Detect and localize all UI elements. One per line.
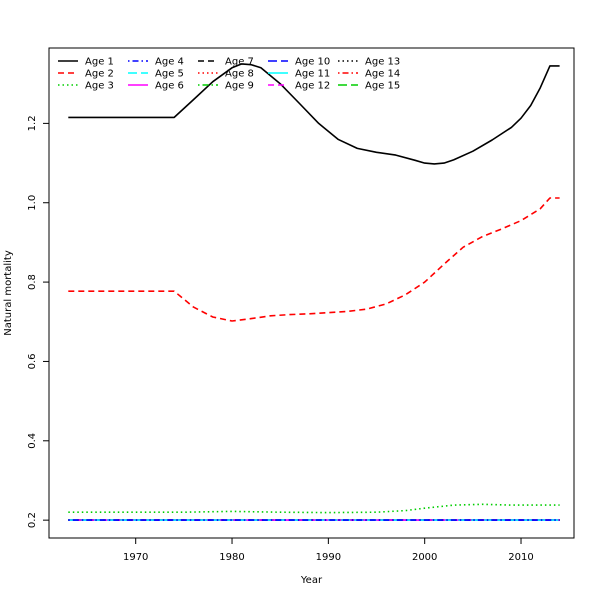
x-tick-label: 1980 <box>219 552 244 563</box>
legend-label-age-12: Age 12 <box>295 81 330 92</box>
legend-label-age-13: Age 13 <box>365 57 400 68</box>
x-tick-label: 1990 <box>316 552 341 563</box>
series-line-age-3 <box>68 503 560 514</box>
y-axis-title: Natural mortality <box>3 250 14 336</box>
legend-label-age-9: Age 9 <box>225 81 254 92</box>
y-tick-label: 0.6 <box>27 353 38 369</box>
series-line-age-1 <box>68 63 560 165</box>
legend-label-age-2: Age 2 <box>85 69 114 80</box>
plot-frame <box>48 47 575 539</box>
y-tick-label: 0.4 <box>27 433 38 449</box>
y-tick-label: 0.8 <box>27 274 38 290</box>
legend-label-age-10: Age 10 <box>295 57 330 68</box>
legend-label-age-4: Age 4 <box>155 57 184 68</box>
series-layer <box>68 63 560 521</box>
y-tick-label: 1.0 <box>27 195 38 211</box>
legend-label-age-1: Age 1 <box>85 57 114 68</box>
legend-label-age-6: Age 6 <box>155 81 184 92</box>
legend-label-age-7: Age 7 <box>225 57 254 68</box>
series-line-age-2 <box>68 197 560 322</box>
legend-label-age-14: Age 14 <box>365 69 400 80</box>
x-axis-title: Year <box>300 575 323 586</box>
axes: 1970 1980 1990 2000 2010 0.2 0.4 0.6 0.8 1.0 1.2 <box>27 115 534 563</box>
legend-label-age-8: Age 8 <box>225 69 254 80</box>
y-tick-label: 1.2 <box>27 115 38 131</box>
legend-label-age-11: Age 11 <box>295 69 330 80</box>
x-tick-label: 2000 <box>412 552 437 563</box>
x-tick-label: 2010 <box>508 552 533 563</box>
legend-label-age-5: Age 5 <box>155 69 184 80</box>
legend-label-age-3: Age 3 <box>85 81 114 92</box>
x-tick-label: 1970 <box>123 552 148 563</box>
legend-label-age-15: Age 15 <box>365 81 400 92</box>
y-tick-label: 0.2 <box>27 512 38 528</box>
